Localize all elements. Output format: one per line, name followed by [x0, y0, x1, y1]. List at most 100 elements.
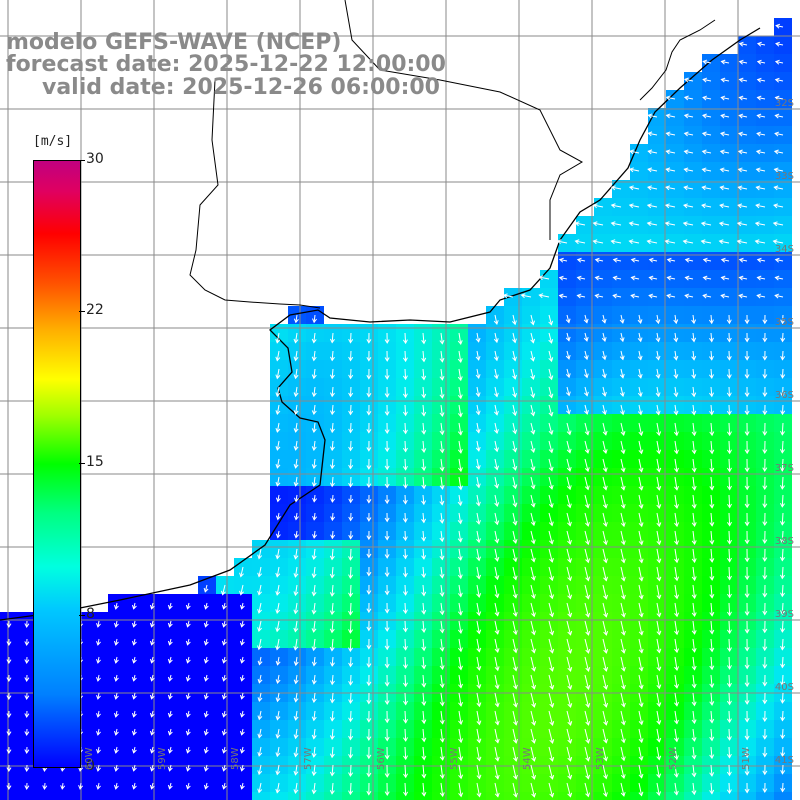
wind-arrow	[458, 782, 464, 798]
wind-arrow	[421, 602, 427, 615]
wind-arrow	[674, 530, 680, 546]
wind-arrow	[602, 440, 608, 455]
wind-arrow	[683, 149, 694, 155]
wind-arrow	[512, 458, 518, 471]
wind-arrow	[754, 239, 766, 245]
wind-arrow	[421, 368, 427, 381]
wind-arrow	[709, 692, 715, 706]
wind-arrow	[720, 131, 730, 137]
wind-arrow	[239, 620, 245, 628]
wind-arrow	[665, 95, 676, 101]
wind-arrow	[780, 728, 786, 740]
wind-arrow	[457, 512, 463, 525]
wind-arrow	[684, 293, 694, 299]
wind-arrow	[638, 692, 644, 708]
wind-arrow	[620, 530, 626, 546]
wind-arrow	[583, 314, 589, 324]
wind-arrow	[702, 113, 712, 119]
wind-arrow	[512, 584, 518, 599]
wind-arrow	[762, 728, 768, 740]
wind-arrow	[293, 422, 299, 433]
wind-arrow	[548, 566, 554, 582]
wind-arrow	[403, 728, 408, 742]
wind-arrow	[384, 422, 390, 435]
wind-arrow	[744, 314, 750, 325]
wind-arrow	[167, 764, 173, 772]
wind-speed-cell	[144, 792, 162, 800]
wind-arrow	[502, 293, 514, 299]
wind-arrow	[620, 782, 626, 797]
wind-arrow	[293, 764, 299, 776]
wind-arrow	[113, 656, 119, 664]
wind-arrow	[566, 692, 573, 708]
wind-arrow	[476, 602, 482, 617]
wind-speed-cell	[108, 792, 126, 800]
wind-arrow	[584, 656, 591, 672]
wind-arrow	[683, 185, 694, 191]
wind-arrow	[566, 674, 573, 690]
wind-arrow	[700, 221, 712, 227]
wind-arrow	[96, 782, 101, 790]
wind-arrow	[311, 422, 317, 434]
wind-arrow	[709, 584, 715, 599]
wind-arrow	[691, 602, 697, 618]
wind-arrow	[620, 638, 626, 654]
wind-arrow	[726, 386, 732, 398]
wind-arrow	[24, 710, 30, 718]
latitude-label: 34S	[774, 244, 794, 255]
wind-arrow	[275, 764, 281, 776]
wind-arrow	[620, 674, 626, 690]
wind-arrow	[439, 476, 445, 490]
wind-arrow	[275, 530, 281, 539]
wind-arrow	[726, 728, 732, 741]
wind-arrow	[566, 602, 573, 618]
wind-arrow	[312, 314, 317, 324]
wind-arrow	[646, 203, 658, 209]
wind-arrow	[348, 422, 354, 434]
wind-arrow	[185, 746, 191, 754]
wind-arrow	[637, 404, 643, 416]
wind-arrow	[762, 782, 768, 793]
wind-arrow	[439, 656, 445, 671]
wind-arrow	[149, 674, 155, 682]
wind-arrow	[494, 728, 500, 744]
wind-arrow	[656, 476, 662, 491]
wind-arrow	[738, 95, 748, 101]
wind-arrow	[620, 602, 626, 618]
wind-arrow	[674, 584, 680, 600]
wind-arrow	[665, 167, 676, 173]
wind-arrow	[779, 440, 785, 454]
wind-arrow	[512, 620, 518, 636]
wind-arrow	[602, 638, 609, 654]
wind-arrow	[583, 386, 589, 397]
wind-arrow	[113, 674, 119, 682]
wind-arrow	[6, 728, 12, 736]
wind-arrow	[167, 746, 173, 754]
wind-arrow	[762, 512, 768, 527]
wind-arrow	[664, 239, 676, 245]
wind-arrow	[726, 566, 732, 581]
wind-arrow	[709, 422, 715, 437]
wind-arrow	[275, 512, 281, 521]
wind-arrow	[384, 440, 390, 453]
wind-arrow	[348, 386, 354, 398]
wind-arrow	[329, 638, 335, 652]
wind-arrow	[293, 350, 299, 362]
wind-arrow	[719, 203, 730, 209]
wind-arrow	[566, 764, 573, 780]
wind-arrow	[762, 530, 768, 544]
wind-arrow	[762, 638, 768, 652]
wind-arrow	[584, 440, 590, 454]
wind-arrow	[348, 368, 354, 380]
wind-arrow	[762, 620, 768, 634]
wind-arrow	[584, 548, 591, 564]
wind-speed-cell	[270, 792, 288, 800]
wind-arrow	[476, 692, 482, 708]
wind-arrow	[656, 620, 662, 636]
colorbar-tick-30: 30	[86, 151, 104, 167]
wind-arrow	[96, 620, 101, 628]
wind-arrow	[530, 386, 536, 399]
wind-arrow	[384, 332, 390, 344]
wind-arrow	[312, 494, 318, 503]
wind-arrow	[421, 656, 427, 670]
